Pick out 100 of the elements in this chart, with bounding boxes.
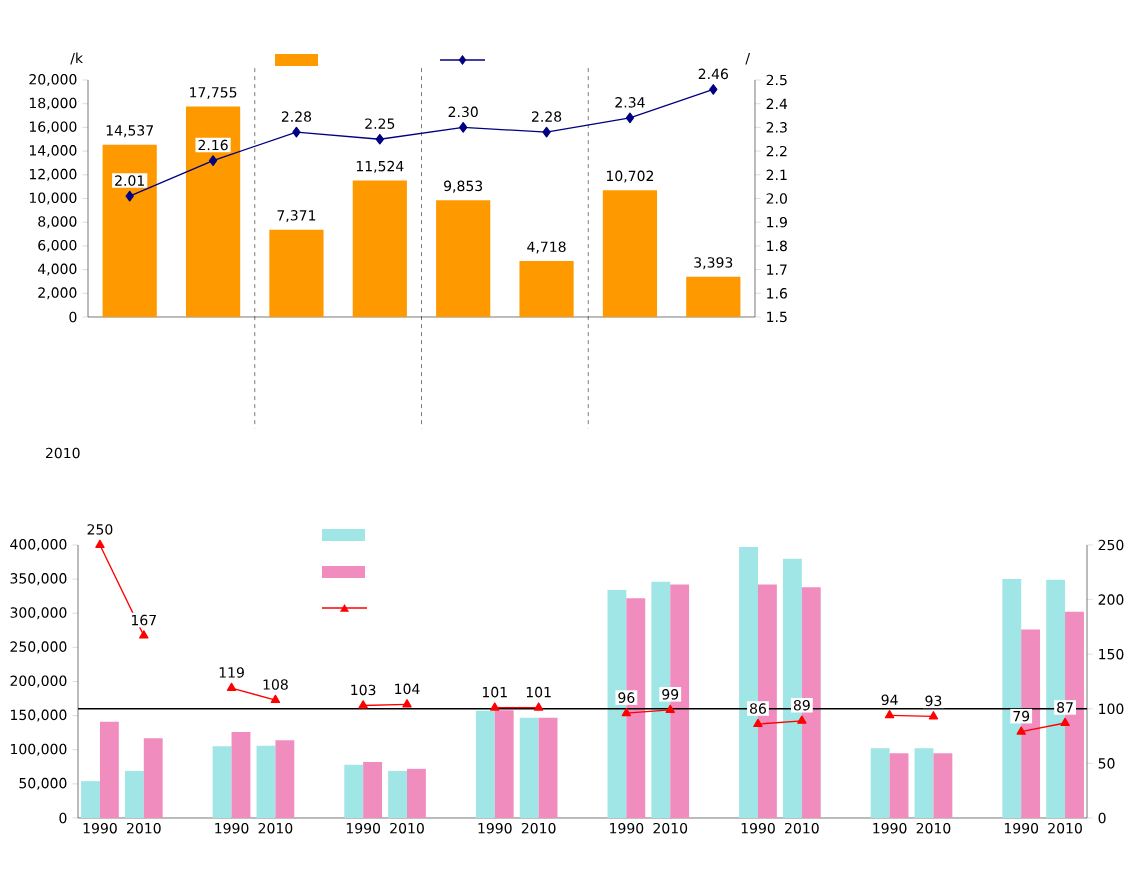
bar	[185, 106, 241, 317]
bar	[519, 261, 574, 317]
point	[1060, 717, 1070, 726]
point	[709, 84, 718, 95]
point	[95, 539, 105, 548]
point	[928, 711, 939, 720]
bar	[914, 748, 934, 818]
y-tick-label: 0	[59, 812, 67, 824]
y2-tick-label: 100	[1099, 703, 1124, 715]
data-label: 7,371	[277, 210, 316, 223]
x-tick-label: 2010	[390, 822, 424, 834]
y2-tick-label: 0	[1098, 812, 1106, 824]
bar	[686, 276, 741, 317]
y2-tick-label: 1.8	[767, 240, 787, 252]
data-label: 2.25	[365, 118, 395, 129]
point	[621, 707, 632, 717]
y-tick-label: 400,000	[10, 538, 67, 551]
y2-tick-label: 2.1	[766, 169, 787, 180]
y2-tick-label: 1.6	[767, 287, 787, 299]
data-label: 2.34	[615, 97, 645, 108]
x-tick-label: 2010	[258, 822, 293, 834]
bar	[602, 190, 658, 317]
x-tick-label: 2010	[916, 822, 951, 834]
data-label: 3,393	[694, 257, 733, 270]
bar	[407, 768, 426, 818]
bar	[352, 180, 407, 317]
chart-title: 2010	[45, 447, 80, 459]
point	[375, 133, 384, 145]
data-label: 2.16	[198, 139, 228, 151]
data-label: 2.46	[698, 68, 728, 80]
point	[753, 718, 763, 728]
point	[270, 694, 281, 704]
data-label: 104	[395, 683, 420, 695]
point	[884, 710, 895, 719]
point	[1016, 726, 1026, 735]
point	[358, 700, 368, 709]
data-label: 87	[1057, 702, 1073, 713]
x-tick-label: 1990	[215, 822, 249, 834]
bar	[344, 764, 364, 818]
x-tick-label: 2010	[653, 822, 688, 834]
data-label: 86	[750, 703, 766, 714]
x-tick-label: 1990	[346, 822, 381, 834]
y-tick-label: 20,000	[29, 73, 77, 86]
point	[459, 122, 468, 133]
bar	[388, 770, 408, 818]
y-tick-label: 250,000	[10, 641, 67, 654]
data-label: 108	[263, 679, 288, 690]
y2-tick-label: 250	[1098, 539, 1124, 551]
data-label: 11,524	[356, 160, 404, 173]
x-tick-label: 1990	[83, 822, 117, 834]
data-label: 14,537	[106, 125, 153, 138]
y2-tick-label: 150	[1099, 648, 1124, 660]
y2-tick-label: 50	[1098, 758, 1115, 769]
data-label: 2.28	[281, 111, 312, 122]
x-tick-label: 1990	[478, 822, 512, 834]
point	[533, 702, 544, 711]
data-label: 250	[87, 524, 113, 535]
x-tick-label: 1990	[1004, 822, 1039, 834]
y2-axis-title: /	[745, 52, 751, 65]
y2-tick-label: 2.4	[766, 98, 788, 109]
bar	[256, 745, 276, 818]
y-tick-label: 18,000	[29, 97, 77, 110]
y-tick-label: 12,000	[29, 168, 77, 181]
y2-tick-label: 200	[1098, 594, 1124, 605]
data-label: 103	[351, 684, 376, 696]
data-label: 94	[881, 694, 898, 706]
bar	[212, 746, 232, 818]
bar	[933, 753, 953, 818]
point	[125, 190, 134, 202]
y2-tick-label: 2.3	[766, 122, 787, 133]
data-label: 17,755	[190, 87, 237, 99]
bar	[99, 721, 119, 818]
data-label: 93	[925, 695, 942, 707]
data-label: 119	[219, 667, 244, 678]
point	[292, 126, 301, 138]
x-tick-label: 2010	[127, 822, 161, 834]
bar	[870, 748, 890, 818]
point	[402, 699, 412, 708]
data-label: 96	[618, 692, 635, 703]
data-label: 101	[526, 686, 551, 698]
point	[208, 155, 218, 166]
point	[226, 682, 237, 692]
bar	[538, 717, 558, 818]
point	[797, 715, 807, 724]
y2-tick-label: 1.7	[767, 264, 787, 275]
data-label: 9,853	[444, 180, 483, 193]
data-label: 2.01	[115, 175, 144, 186]
point	[625, 112, 635, 124]
bar	[231, 731, 251, 818]
bar	[889, 753, 909, 818]
x-tick-label: 2010	[1048, 822, 1082, 834]
bar	[519, 717, 539, 818]
point	[665, 704, 675, 713]
y2-tick-label: 2.2	[766, 145, 787, 157]
data-label: 2.30	[448, 106, 478, 118]
point	[542, 126, 551, 138]
y-tick-label: 350,000	[10, 573, 67, 586]
y-tick-label: 150,000	[11, 709, 67, 722]
bar	[143, 738, 163, 818]
x-tick-label: 1990	[873, 822, 907, 834]
